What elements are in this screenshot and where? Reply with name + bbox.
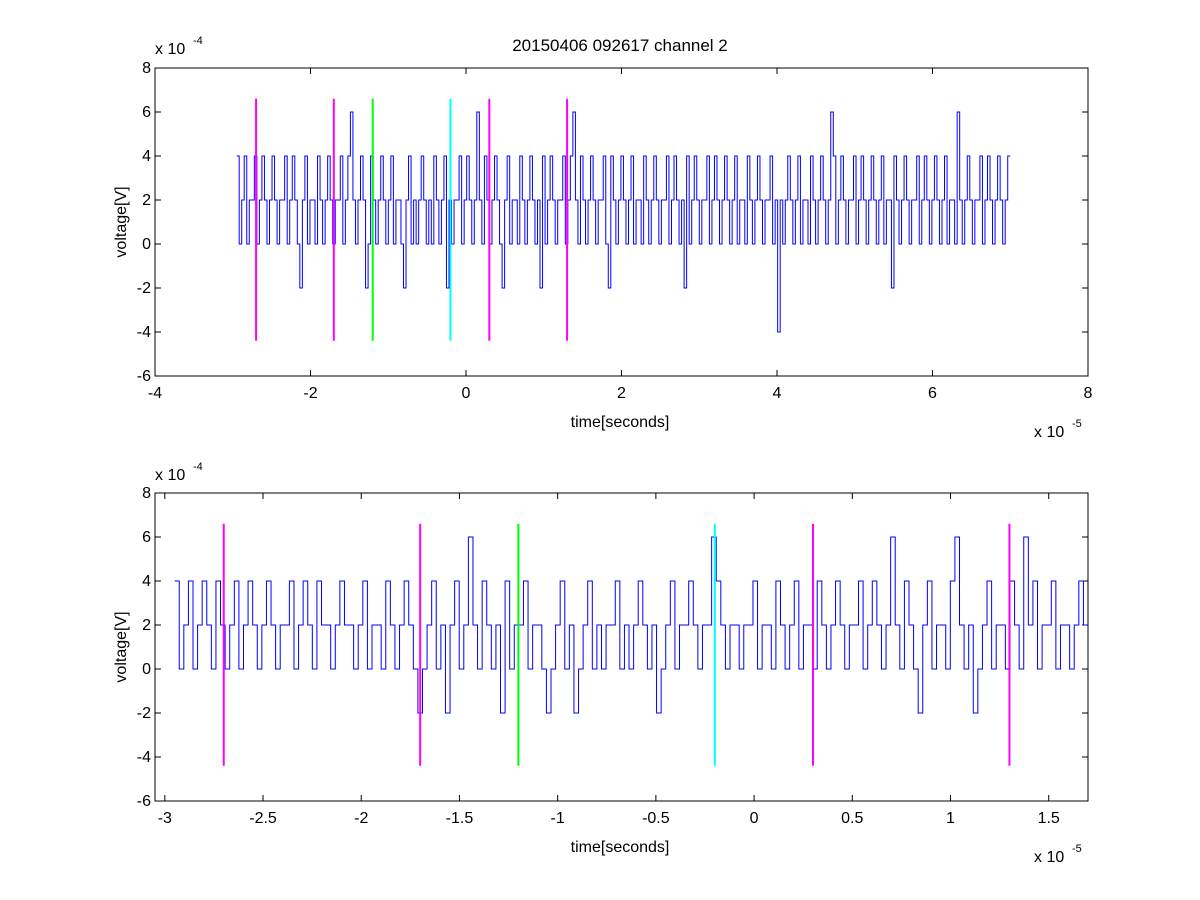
- top-x-tick-label: 8: [1084, 385, 1093, 402]
- bottom-y-tick-label: 4: [142, 573, 151, 590]
- bottom-x-exponent: -5: [1072, 843, 1082, 855]
- bottom-y-tick-labels: -6 -4 -2 0 2 4 6 8: [137, 485, 151, 810]
- top-y-tick-label: 6: [142, 104, 151, 121]
- bottom-x-tick-label: -1.5: [446, 810, 474, 827]
- top-plot-frame: [154, 67, 1089, 377]
- top-x-tick-label: 4: [773, 385, 782, 402]
- figure-title: 20150406 092617 channel 2: [512, 36, 728, 55]
- top-x-exponent: -5: [1072, 418, 1082, 430]
- top-y-axis-label: voltage[V]: [113, 186, 130, 257]
- bottom-x-tick-labels: -3 -2.5 -2 -1.5 -1 -0.5 0 0.5 1 1.5: [158, 810, 1060, 827]
- top-y-tick-label: -4: [137, 324, 151, 341]
- top-y-tick-label: 0: [142, 236, 151, 253]
- bottom-y-tick-label: -4: [137, 749, 151, 766]
- bottom-y-tick-label: 2: [142, 617, 151, 634]
- bottom-x-tick-label: 0.5: [841, 810, 863, 827]
- top-x-tick-labels: -4 -2 0 2 4 6 8: [148, 385, 1093, 402]
- top-signal-line: [236, 111, 1011, 333]
- bottom-x-tick-label: -2.5: [249, 810, 277, 827]
- top-x-tick-label: 6: [928, 385, 937, 402]
- bottom-plot-frame: [154, 492, 1089, 802]
- bottom-subplot: -3 -2.5 -2 -1.5 -1 -0.5 0 0.5 1 1.5 -6 -4 -2 0 2 4 6 8 t…: [113, 461, 1089, 866]
- bottom-marker-layer: [222, 523, 1011, 766]
- bottom-tick-marks: [155, 492, 1088, 802]
- top-y-tick-label: 2: [142, 192, 151, 209]
- bottom-x-tick-label: 1: [946, 810, 955, 827]
- bottom-signal-line: [174, 536, 1088, 714]
- top-marker-layer: [255, 98, 569, 341]
- top-tick-marks: [154, 67, 1089, 377]
- bottom-y-axis-label: voltage[V]: [113, 611, 130, 682]
- bottom-y-tick-label: 8: [142, 485, 151, 502]
- bottom-y-multiplier: x 10: [155, 467, 185, 484]
- bottom-x-tick-label: -3: [158, 810, 172, 827]
- bottom-y-tick-label: -6: [137, 793, 151, 810]
- bottom-x-axis-label: time[seconds]: [571, 839, 670, 856]
- top-x-axis-label: time[seconds]: [571, 414, 670, 431]
- bottom-x-tick-label: -1: [551, 810, 565, 827]
- top-y-multiplier: x 10: [155, 41, 185, 58]
- top-y-tick-label: 4: [142, 148, 151, 165]
- top-x-tick-label: -4: [148, 385, 162, 402]
- top-y-tick-label: 8: [142, 60, 151, 77]
- bottom-x-tick-label: -0.5: [642, 810, 670, 827]
- bottom-x-multiplier: x 10: [1034, 849, 1064, 866]
- top-x-tick-label: 0: [462, 385, 471, 402]
- top-y-exponent: -4: [193, 35, 203, 47]
- bottom-x-tick-label: 0: [750, 810, 759, 827]
- bottom-y-tick-label: 6: [142, 529, 151, 546]
- bottom-signal-layer: [174, 536, 1088, 714]
- top-x-tick-label: -2: [303, 385, 317, 402]
- top-y-tick-labels: -6 -4 -2 0 2 4 6 8: [137, 60, 151, 385]
- bottom-x-tick-label: 1.5: [1038, 810, 1060, 827]
- bottom-y-tick-label: 0: [142, 661, 151, 678]
- top-y-tick-label: -6: [137, 368, 151, 385]
- top-x-multiplier: x 10: [1034, 424, 1064, 441]
- bottom-y-tick-label: -2: [137, 705, 151, 722]
- bottom-y-exponent: -4: [193, 461, 203, 473]
- top-y-tick-label: -2: [137, 280, 151, 297]
- bottom-x-tick-label: -2: [354, 810, 368, 827]
- top-x-tick-label: 2: [617, 385, 626, 402]
- top-signal-layer: [236, 111, 1011, 333]
